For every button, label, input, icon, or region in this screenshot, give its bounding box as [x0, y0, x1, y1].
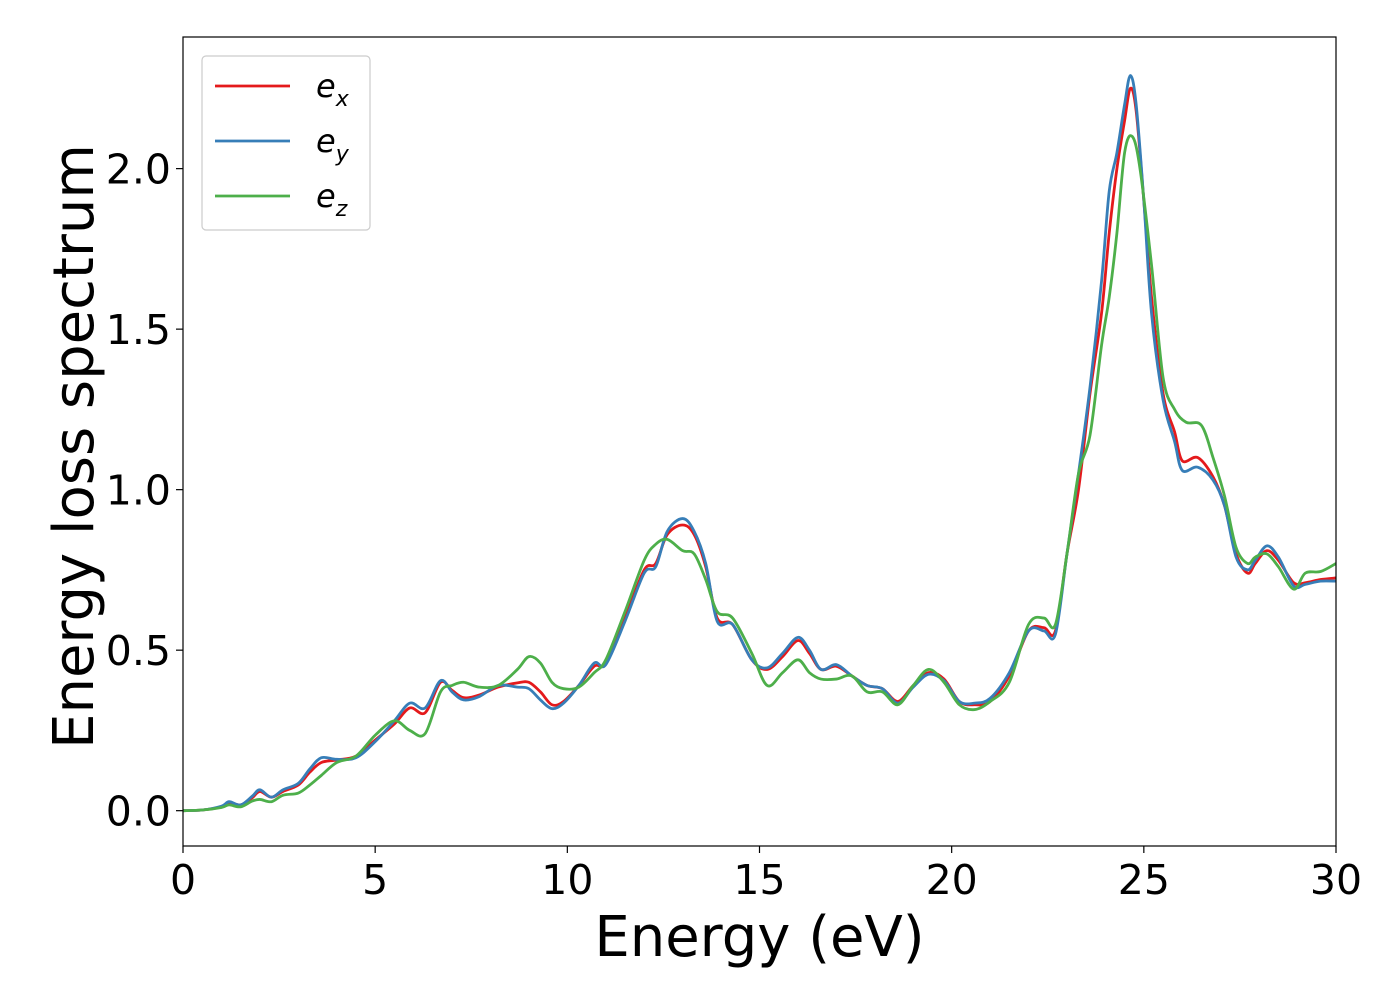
y-tick-label: 1.0 — [106, 467, 171, 515]
x-axis-label: Energy (eV) — [594, 905, 924, 970]
legend-label-base: e — [316, 122, 336, 160]
y-tick-label: 0.0 — [106, 788, 171, 836]
x-tick-label: 25 — [1118, 856, 1170, 904]
legend-label-ey: ey — [316, 122, 350, 167]
x-tick-label: 10 — [541, 856, 593, 904]
series-layer — [183, 74, 1336, 813]
series-line-ey — [183, 74, 1336, 813]
legend-box — [201, 55, 371, 231]
x-tick-label: 5 — [362, 856, 388, 904]
legend-label-ez: ez — [316, 177, 348, 222]
x-tick-label: 20 — [926, 856, 978, 904]
x-tick-label: 15 — [733, 856, 785, 904]
x-tick-label: 30 — [1310, 856, 1362, 904]
legend-label-subscript: z — [335, 197, 348, 222]
legend-label-base: e — [316, 177, 336, 215]
series-line-ez — [183, 134, 1336, 813]
y-axis-label: Energy loss spectrum — [42, 144, 107, 749]
y-axis-ticks: 0.0 0.5 1.0 1.5 2.0 — [106, 146, 183, 836]
legend-label-subscript: x — [335, 87, 350, 112]
legend-label-subscript: y — [335, 142, 350, 167]
legend-label-ex: ex — [316, 67, 350, 112]
legend-label-base: e — [316, 67, 336, 105]
y-tick-label: 1.5 — [106, 306, 171, 354]
y-tick-label: 2.0 — [106, 146, 171, 194]
x-tick-label: 0 — [170, 856, 196, 904]
x-axis-ticks: 0 5 10 15 20 25 30 — [170, 846, 1362, 904]
y-tick-label: 0.5 — [106, 627, 171, 675]
